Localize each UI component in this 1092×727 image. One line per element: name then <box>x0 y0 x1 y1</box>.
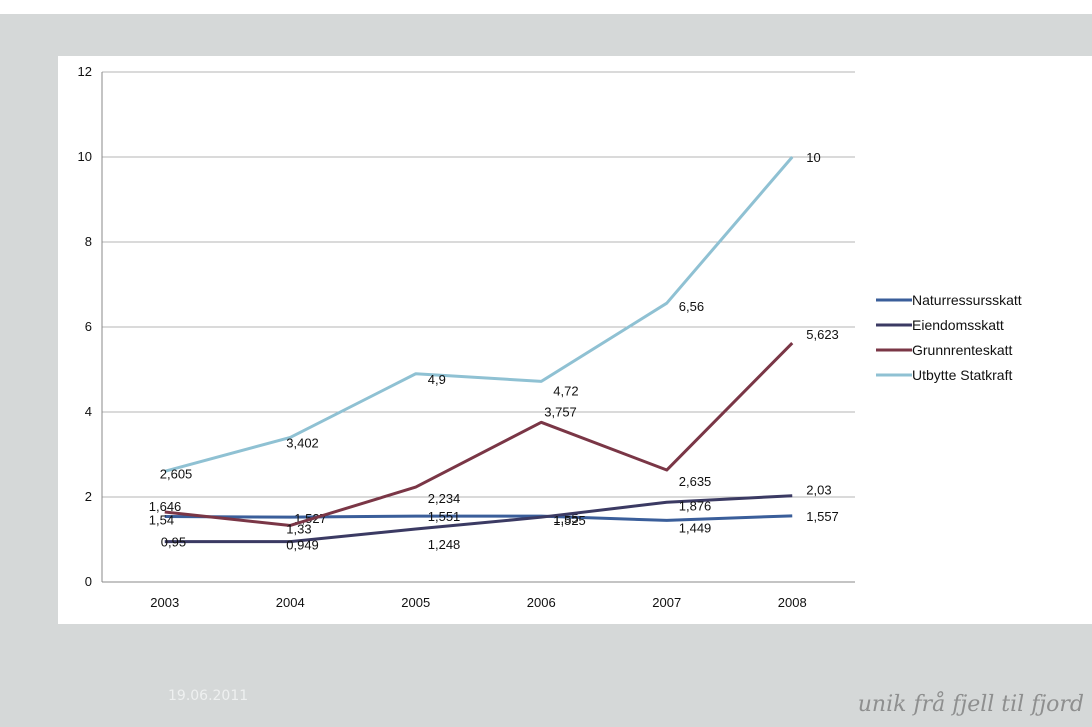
data-label: 1,557 <box>806 509 839 524</box>
x-tick-label: 2007 <box>652 595 681 610</box>
x-tick-label: 2004 <box>276 595 305 610</box>
data-label: 4,9 <box>428 372 446 387</box>
data-label: 2,605 <box>160 466 193 481</box>
line-chart: 0 2 4 6 8 10 12 2003 2004 2005 2006 2007 2008 1,54 1,5… <box>78 64 1022 610</box>
data-label: 3,402 <box>286 435 319 450</box>
data-label: 1,876 <box>679 498 712 513</box>
footer-date: 19.06.2011 <box>168 688 249 704</box>
chart-panel: 0 2 4 6 8 10 12 2003 2004 2005 2006 2007 2008 1,54 1,5… <box>58 56 1092 624</box>
data-label: 10 <box>806 150 820 165</box>
data-label: 5,623 <box>806 327 839 342</box>
legend-label: Naturressursskatt <box>912 292 1022 308</box>
data-label: 1,449 <box>679 520 712 535</box>
series-line-grunnrenteskatt <box>164 341 794 527</box>
data-label: 0,95 <box>161 535 186 550</box>
y-tick-label: 10 <box>78 149 92 164</box>
y-tick-label: 6 <box>85 319 92 334</box>
series-line-utbytte-statkraft <box>164 156 794 473</box>
legend-label: Grunnrenteskatt <box>912 342 1012 358</box>
data-label: 4,72 <box>553 383 578 398</box>
data-label: 1,646 <box>149 499 182 514</box>
series-line-naturressursskatt <box>164 514 793 522</box>
y-tick-label: 12 <box>78 64 92 79</box>
data-label: 1,54 <box>149 513 174 528</box>
y-tick-label: 2 <box>85 489 92 504</box>
x-tick-label: 2008 <box>778 595 807 610</box>
data-label: 1,248 <box>428 537 461 552</box>
data-label: 0,949 <box>286 538 319 553</box>
series-line-eiendomsskatt <box>164 494 793 544</box>
data-label: 3,757 <box>544 404 577 419</box>
x-tick-label: 2006 <box>527 595 556 610</box>
slogan: unik frå fjell til fjord <box>857 692 1084 717</box>
data-label: 1,33 <box>286 521 311 536</box>
y-tick-label: 0 <box>85 574 92 589</box>
top-band <box>0 0 1092 14</box>
data-label: 1,525 <box>553 513 586 528</box>
y-tick-label: 4 <box>85 404 92 419</box>
data-label: 2,635 <box>679 474 712 489</box>
data-label: 2,03 <box>806 483 831 498</box>
x-tick-label: 2005 <box>401 595 430 610</box>
legend-label: Eiendomsskatt <box>912 317 1004 333</box>
data-label: 1,551 <box>428 509 461 524</box>
data-label: 2,234 <box>428 491 461 506</box>
data-label: 6,56 <box>679 299 704 314</box>
legend-label: Utbytte Statkraft <box>912 367 1012 383</box>
x-tick-label: 2003 <box>150 595 179 610</box>
y-tick-label: 8 <box>85 234 92 249</box>
